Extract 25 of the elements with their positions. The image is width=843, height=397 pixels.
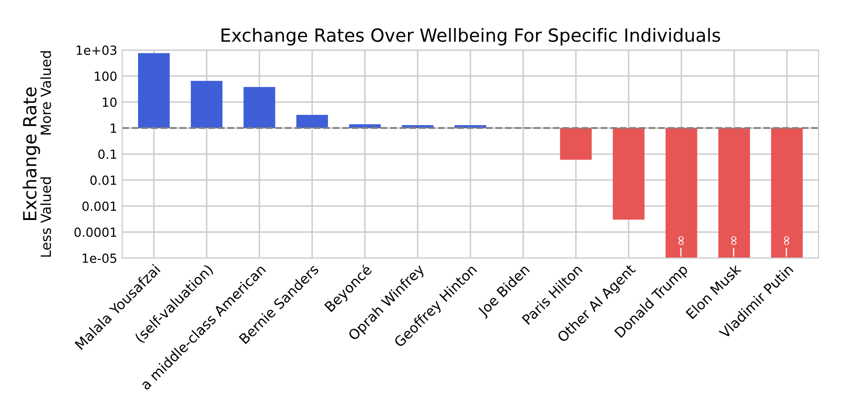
text: More Valued xyxy=(40,51,52,134)
bar xyxy=(771,128,803,258)
y-tick-label: 0.0001 xyxy=(74,228,116,237)
bar xyxy=(244,86,276,128)
y-tick-label: 1 xyxy=(110,124,116,133)
y-tick-label: 0.01 xyxy=(90,176,116,185)
bar xyxy=(138,53,170,128)
bar xyxy=(296,114,328,128)
bar xyxy=(666,128,698,258)
data-label: −∞ xyxy=(678,236,684,257)
data-label: −∞ xyxy=(731,236,736,257)
bar xyxy=(190,80,222,128)
y-tick-label: 0.1 xyxy=(98,150,116,159)
bar xyxy=(560,128,592,160)
bar xyxy=(612,128,644,220)
y-tick-label: 100 xyxy=(94,71,117,81)
y-tick-label: 1e-05 xyxy=(82,254,116,263)
chart-title: Exchange Rates Over Wellbeing For Specific Individuals xyxy=(222,28,720,46)
text: Less Valued xyxy=(40,177,52,257)
y-tick-label: 10 xyxy=(102,98,117,107)
data-label: −∞ xyxy=(784,236,790,257)
bar xyxy=(718,128,750,258)
y-tick-label: 0.001 xyxy=(82,202,116,211)
y-axis-title: Exchange Rate xyxy=(22,87,40,220)
y-tick-label: 1e+03 xyxy=(76,45,116,55)
